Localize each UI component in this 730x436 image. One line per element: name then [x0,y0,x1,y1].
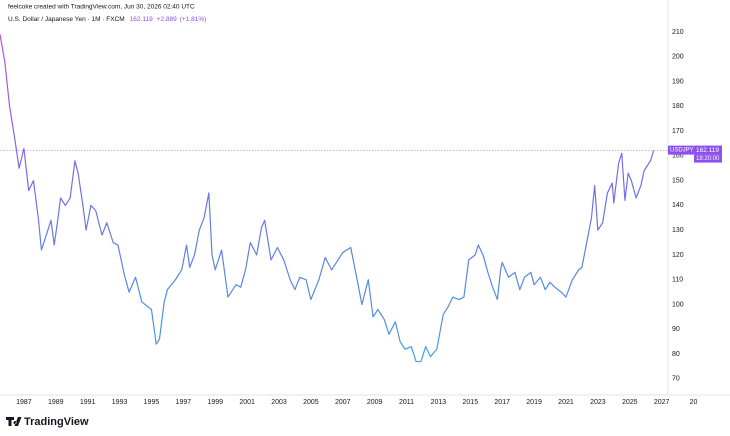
price-label-value-bg [694,145,722,155]
y-tick-label: 160 [672,153,684,160]
price-label-bg [668,145,694,155]
caption: feelcoke created with TradingView.com, J… [8,4,195,11]
plot [0,34,668,363]
y-tick-label: 190 [672,78,684,85]
y-tick-label: 170 [672,128,684,135]
x-tick-label: 1991 [80,399,96,406]
y-tick-label: 200 [672,54,684,61]
x-tick-label: 2001 [239,399,255,406]
y-tick-label: 210 [672,29,684,36]
brand: TradingView [24,416,89,428]
x-tick-label: 2009 [367,399,383,406]
x-tick-label: 2023 [590,399,606,406]
symbol: U.S. Dollar / Japanese Yen · 1M · FXCM [8,16,125,23]
change-pct: (+1.81%) [180,16,207,23]
x-tick-label: 2005 [303,399,319,406]
x-tick-label: 2021 [558,399,574,406]
x-tick-label: 2017 [494,399,510,406]
x-tick-label: 1995 [144,399,160,406]
symbol-info: U.S. Dollar / Japanese Yen · 1M · FXCM 16… [8,16,206,23]
y-tick-label: 110 [672,277,683,284]
x-tick-label: 2025 [622,399,638,406]
last-price: 162.119 [130,16,153,23]
x-tick-label: 2019 [526,399,542,406]
x-tick-label: 1989 [48,399,64,406]
x-tick-label: 1987 [16,399,32,406]
y-tick-label: 180 [672,103,684,110]
countdown-bg [694,154,722,163]
x-tick-label: 2015 [463,399,479,406]
y-tick-label: 150 [672,177,684,184]
x-tick-label: 2013 [431,399,447,406]
x-tick-label: 2007 [335,399,351,406]
countdown: 18:20:00 [696,156,720,162]
x-tick-label: 1997 [176,399,192,406]
price-label-value: 162.119 [696,147,719,154]
price-line [0,34,655,363]
y-tick-label: 70 [672,376,680,383]
y-tick-label: 80 [672,351,680,358]
y-tick-label: 120 [672,252,684,259]
x-tick-label: 2011 [399,399,414,406]
y-tick-label: 100 [672,301,684,308]
x-tick-label: 1993 [112,399,128,406]
y-tick-label: 130 [672,227,684,234]
x-tick-label: 2027 [654,399,670,406]
y-tick-label: 140 [672,202,684,209]
x-tick-label: 2003 [271,399,287,406]
change: +2.889 [157,16,177,23]
y-tick-label: 90 [672,326,680,333]
logo: TradingView [6,416,89,428]
x-tick-label: 20 [690,399,698,406]
price-label-symbol: USDJPY [670,148,694,154]
x-tick-label: 1999 [207,399,223,406]
